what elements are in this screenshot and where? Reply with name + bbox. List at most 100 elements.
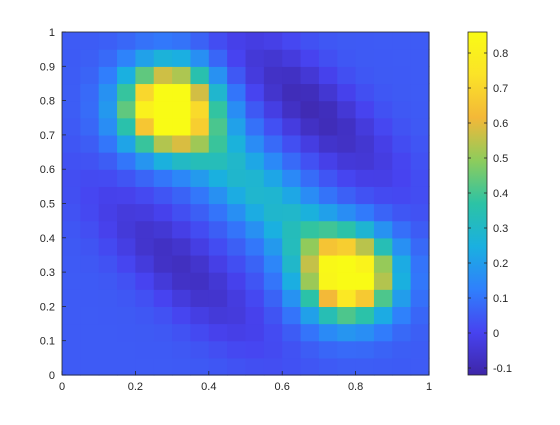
heatmap-cell — [227, 357, 247, 376]
heatmap-cell — [227, 220, 247, 239]
y-tick-label: 0.5 — [40, 199, 55, 211]
heatmap-cell — [355, 100, 375, 119]
heatmap-cell — [135, 220, 155, 239]
heatmap-cell — [98, 323, 118, 342]
heatmap-cell — [227, 100, 247, 119]
heatmap-cell — [355, 203, 375, 222]
heatmap-cell — [392, 83, 412, 102]
heatmap-cell — [410, 289, 430, 307]
heatmap-cell — [282, 32, 302, 50]
heatmap-cell — [80, 169, 100, 187]
heatmap-cell — [355, 152, 375, 170]
heatmap-cell — [300, 186, 320, 205]
heatmap-cell — [373, 340, 393, 359]
colorbar — [467, 31, 488, 376]
heatmap-cell — [98, 100, 118, 119]
heatmap-cell — [208, 152, 228, 170]
heatmap-cell — [135, 169, 155, 187]
heatmap-cell — [227, 32, 247, 50]
heatmap-cell — [245, 186, 265, 205]
heatmap-cell — [190, 169, 210, 187]
heatmap-cell — [153, 340, 173, 359]
heatmap-cell — [117, 134, 136, 153]
heatmap-cell — [227, 340, 247, 359]
heatmap-cell — [337, 169, 357, 187]
heatmap-cell — [190, 357, 210, 376]
heatmap-cell — [245, 32, 265, 50]
heatmap-cell — [373, 220, 393, 239]
heatmap-cell — [227, 289, 247, 307]
heatmap-cell — [318, 220, 338, 239]
heatmap-cell — [227, 134, 247, 153]
y-tick-label: 1 — [49, 27, 55, 39]
heatmap-cell — [172, 254, 192, 273]
heatmap-cell — [80, 203, 100, 222]
heatmap-cell — [190, 340, 210, 359]
heatmap-cell — [245, 306, 265, 325]
x-tick-label: 0.2 — [128, 381, 143, 393]
heatmap-cell — [172, 117, 192, 136]
heatmap-cell — [190, 186, 210, 205]
heatmap-cell — [172, 272, 192, 290]
heatmap-cell — [172, 203, 192, 222]
heatmap-cell — [300, 152, 320, 170]
heatmap-cell — [300, 272, 320, 290]
heatmap-cell — [135, 203, 155, 222]
heatmap-cell — [190, 83, 210, 102]
heatmap-cell — [300, 83, 320, 102]
heatmap-cell — [392, 152, 412, 170]
heatmap-cell — [355, 323, 375, 342]
heatmap-cell — [172, 306, 192, 325]
y-tick-label: 0.3 — [40, 267, 55, 279]
heatmap-cell — [208, 83, 228, 102]
heatmap-cell — [227, 117, 247, 136]
heatmap-cell — [190, 152, 210, 170]
heatmap-cell — [172, 220, 192, 239]
heatmap-cell — [318, 203, 338, 222]
heatmap-cell — [300, 169, 320, 187]
heatmap-cell — [153, 152, 173, 170]
y-tick-label: 0.1 — [40, 336, 55, 348]
heatmap-cell — [392, 289, 412, 307]
heatmap-cell — [318, 66, 338, 85]
heatmap-cell — [410, 49, 430, 67]
heatmap-cell — [337, 117, 357, 136]
heatmap-cell — [80, 323, 100, 342]
heatmap-cell — [208, 169, 228, 187]
heatmap-cell — [172, 100, 192, 119]
heatmap-cell — [392, 220, 412, 239]
heatmap-cell — [98, 169, 118, 187]
colorbar-tick-label: 0 — [493, 328, 499, 340]
heatmap-cell — [282, 186, 302, 205]
heatmap-cell — [337, 203, 357, 222]
heatmap-cell — [117, 357, 136, 376]
heatmap-cell — [355, 66, 375, 85]
heatmap-cell — [373, 152, 393, 170]
heatmap-cell — [208, 186, 228, 205]
heatmap-cell — [227, 272, 247, 290]
heatmap-cell — [318, 272, 338, 290]
heatmap-cell — [117, 323, 136, 342]
heatmap-cell — [80, 152, 100, 170]
heatmap-cell — [135, 134, 155, 153]
heatmap-cell — [208, 49, 228, 67]
heatmap-cell — [245, 289, 265, 307]
heatmap-cell — [263, 186, 283, 205]
heatmap-cell — [62, 203, 81, 222]
heatmap-cell — [98, 83, 118, 102]
heatmap-cell — [373, 83, 393, 102]
heatmap-cell — [318, 152, 338, 170]
heatmap-cell — [263, 289, 283, 307]
x-tick-label: 0.4 — [201, 381, 216, 393]
heatmap-cell — [227, 152, 247, 170]
heatmap-cell — [117, 49, 136, 67]
heatmap-cell — [153, 66, 173, 85]
heatmap-cell — [410, 32, 430, 50]
heatmap-cell — [282, 49, 302, 67]
heatmap-cell — [172, 186, 192, 205]
heatmap-cell — [263, 254, 283, 273]
heatmap-cell — [62, 83, 81, 102]
heatmap-cell — [300, 340, 320, 359]
heatmap-cell — [282, 169, 302, 187]
